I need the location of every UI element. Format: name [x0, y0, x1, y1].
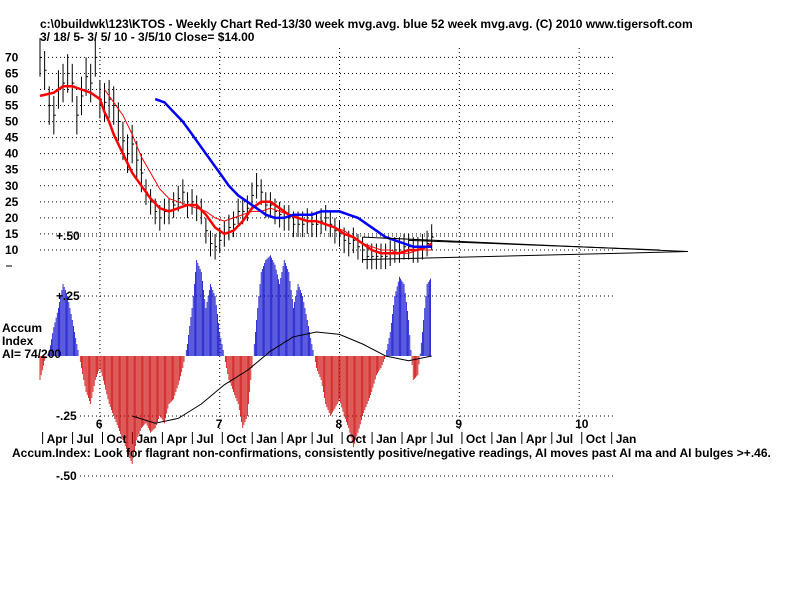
price-y-tick-label: 15 — [5, 227, 19, 241]
month-label: Oct — [586, 432, 606, 446]
year-label: 7 — [216, 417, 223, 431]
month-label: Jul — [316, 432, 333, 446]
price-y-tick-label: 65 — [5, 66, 19, 80]
month-label: Oct — [226, 432, 246, 446]
price-y-tick-label: 50 — [5, 115, 19, 129]
month-label: Jul — [556, 432, 573, 446]
accum-index-bars — [39, 255, 431, 464]
price-y-tick-label: 30 — [5, 179, 19, 193]
month-label: Jan — [136, 432, 157, 446]
moving-average-lines — [39, 85, 433, 255]
price-y-tick-label: 45 — [5, 131, 19, 145]
month-label: Oct — [466, 432, 486, 446]
ai-value-label: AI= 74/200 — [2, 347, 62, 361]
accum-y-tick-label: -.25 — [56, 409, 77, 423]
triangle-pattern — [362, 236, 689, 261]
triangle-lower-line — [362, 251, 689, 261]
price-y-tick-label: 70 — [5, 50, 19, 64]
year-label: 8 — [336, 417, 343, 431]
accum-y-tick-label: -.50 — [56, 469, 77, 483]
price-y-tick-label: 35 — [5, 163, 19, 177]
x-axis-labels: 6 7 8 9 10 Apr Jul Oct Jan Apr Jul Oct Jan Apr Jul Oct J… — [47, 417, 637, 446]
price-y-tick-label: 10 — [5, 243, 19, 257]
year-label: 10 — [575, 417, 589, 431]
month-label: Apr — [47, 432, 68, 446]
accum-label: Accum — [2, 321, 43, 335]
accum-y-tick-label: +.50 — [56, 229, 80, 243]
month-label: Apr — [526, 432, 547, 446]
footer-note: Accum.Index: Look for flagrant non-confi… — [12, 446, 771, 460]
accum-y-tick-label: +.25 — [56, 289, 80, 303]
month-label: Jan — [496, 432, 517, 446]
month-label: Jul — [77, 432, 94, 446]
index-label: Index — [2, 334, 34, 348]
accum-ma-line — [132, 331, 432, 424]
price-y-tick-label: 20 — [5, 211, 19, 225]
price-y-tick-label: 25 — [5, 195, 19, 209]
ma13-line — [39, 85, 433, 255]
month-label: Jul — [436, 432, 453, 446]
month-label: Jan — [256, 432, 277, 446]
ma52-line — [154, 97, 432, 248]
year-label: 9 — [455, 417, 462, 431]
y-tick-labels: 70 65 60 55 50 45 40 35 30 25 20 15 10 +.50 +.25 -.25 -.… — [5, 50, 80, 483]
triangle-inner-line — [408, 239, 661, 251]
chart-date-range: 3/ 18/ 5- 3/ 5/ 10 - 3/5/10 Close= $14.0… — [40, 30, 255, 44]
price-y-tick-label: 55 — [5, 99, 19, 113]
price-y-tick-label: 60 — [5, 83, 19, 97]
price-y-tick-label: 40 — [5, 147, 19, 161]
month-label: Oct — [346, 432, 366, 446]
month-label: Jan — [376, 432, 397, 446]
month-label: Apr — [406, 432, 427, 446]
month-label: Oct — [107, 432, 127, 446]
accum-index-ma — [132, 331, 432, 424]
month-label: Apr — [166, 432, 187, 446]
month-label: Jul — [196, 432, 213, 446]
year-label: 6 — [96, 417, 103, 431]
month-label: Apr — [286, 432, 307, 446]
ma30-line — [104, 89, 432, 254]
chart-title: c:\0buildwk\123\KTOS - Weekly Chart Red-… — [40, 17, 693, 31]
month-label: Jan — [616, 432, 637, 446]
